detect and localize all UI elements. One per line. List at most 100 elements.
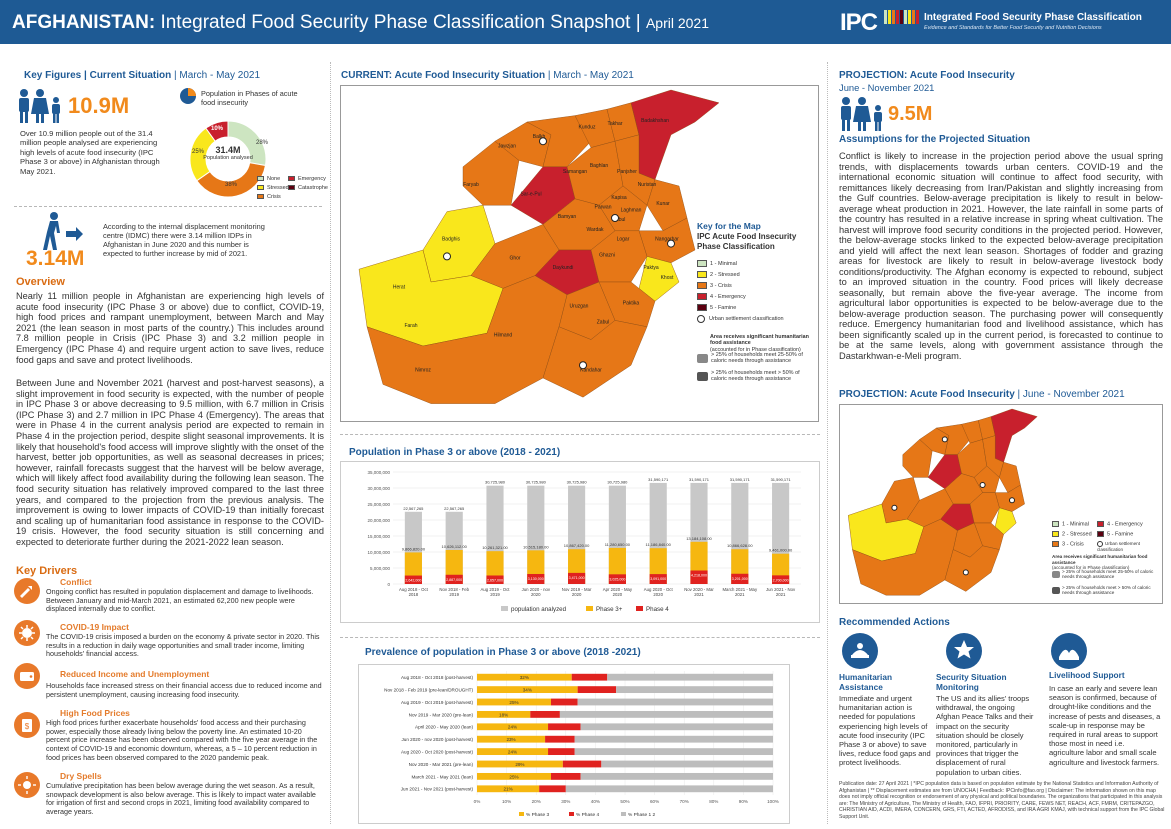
logo-text: IPC xyxy=(840,9,878,36)
donut-legend-none: None xyxy=(257,176,280,182)
map-province-label: Panjsher xyxy=(617,169,637,175)
prev-category-label: Nov 2020 - Mar 2021 (pre-lean) xyxy=(409,762,474,767)
food-aid-icon xyxy=(842,633,878,669)
proj-legend-phase1: 1 - Minimal xyxy=(1052,521,1089,527)
prev-bar-segment xyxy=(580,772,773,780)
prevalence-chart-heading: Prevalence of population in Phase 3 or a… xyxy=(365,647,641,658)
bar-phase4 xyxy=(731,573,749,584)
bar-label-phase3: 9,461,000.00 xyxy=(769,548,793,553)
donut-legend-emergency: Emergency xyxy=(288,176,326,182)
bar-label-phase4: 3,025,000 xyxy=(609,577,625,581)
driver-text-prices: High food prices further exacerbate hous… xyxy=(46,718,318,762)
key-figure-number: 10.9M xyxy=(68,93,130,118)
map-province-area xyxy=(944,545,1000,592)
map-legend-phase1: 1 - Minimal xyxy=(697,260,737,267)
proj-assist-2: > 25% of households meet > 50% of calori… xyxy=(1052,585,1160,595)
prev-bar-label: 24% xyxy=(508,725,517,730)
bar-chart-ytick: 0 xyxy=(387,582,390,587)
prev-bar-segment xyxy=(545,735,575,743)
prev-xtick: 0% xyxy=(474,799,481,804)
map-province-label: Samangan xyxy=(563,169,587,175)
map-assist-2: > 25% of households meet > 50% of calori… xyxy=(697,370,819,382)
bar-label-phase4: 3,130,000 xyxy=(528,577,544,581)
prev-bar-segment xyxy=(574,735,773,743)
prev-xtick: 100% xyxy=(767,799,779,804)
prev-category-label: Aug 2020 - Oct 2020 (post-harvest) xyxy=(401,750,473,755)
projection-map-heading: PROJECTION: Acute Food Insecurity | June… xyxy=(839,389,1125,400)
prev-xtick: 30% xyxy=(561,799,570,804)
bar-chart-ytick: 10,000,000 xyxy=(367,550,390,555)
map-assist-1: > 25% of households meet 25-50% of calor… xyxy=(697,352,819,364)
map-province-label: Badghis xyxy=(442,236,461,242)
prevalence-chart-frame: 0% 10% 20% 30% 40% 50% 60% 70% 80% 90% 100% 32% Aug … xyxy=(358,664,790,824)
prev-bar-segment xyxy=(477,760,563,768)
prev-category-label: Jun 2021 - Nov 2021 (post-harvest) xyxy=(401,787,474,792)
bar-label-phase4: 3,091,000 xyxy=(650,577,666,581)
title-date: April 2021 xyxy=(645,15,709,31)
prev-xtick: 10% xyxy=(502,799,511,804)
bar-label-phase4: 2,642,000 xyxy=(405,579,421,583)
projection-number: 9.5M xyxy=(888,103,933,125)
bar-label-phase3: 9,866,820.00 xyxy=(402,546,426,551)
map-assist-title: Area receives significant humanitarian f… xyxy=(710,334,809,353)
prev-xtick: 90% xyxy=(739,799,748,804)
driver-title-prices: High Food Prices xyxy=(60,708,130,718)
prev-bar-label: 18% xyxy=(499,712,508,717)
divider xyxy=(14,206,322,207)
bar-label-population: 31,590,171 xyxy=(730,477,751,482)
recommended-heading: Recommended Actions xyxy=(839,617,950,628)
bar-phase4 xyxy=(527,573,545,584)
map-province-label: Kabul xyxy=(613,217,626,223)
bar-category-label: 2020 xyxy=(653,592,663,597)
map-province-area xyxy=(994,507,1017,535)
svg-text:$: $ xyxy=(25,722,30,731)
urban-settlement-marker xyxy=(579,361,587,370)
bar-chart-frame: 0 5,000,000 10,000,000 15,000,000 20,000,000… xyxy=(340,461,820,623)
projection-afghanistan-map xyxy=(840,405,1162,603)
sun-icon xyxy=(14,772,40,798)
prev-legend-label: % Phase 4 xyxy=(576,812,600,818)
rec-title-humanitarian: Humanitarian Assistance xyxy=(839,672,893,692)
prevalence-stacked-chart: 0% 10% 20% 30% 40% 50% 60% 70% 80% 90% 100% 32% Aug … xyxy=(384,671,779,818)
rec-title-livelihood: Livelihood Support xyxy=(1049,670,1125,680)
prev-bar-segment xyxy=(477,723,549,731)
pie-icon xyxy=(180,88,196,104)
prev-bar-segment xyxy=(580,723,773,731)
map-key-title: Key for the Map xyxy=(697,221,761,231)
map-province-area xyxy=(542,320,648,398)
bar-phase4 xyxy=(649,574,667,584)
driver-text-dry-spells: Cumulative precipitation has been below … xyxy=(46,781,316,817)
family-icon xyxy=(841,97,882,131)
bar-phase4 xyxy=(445,574,463,584)
prev-bar-label: 29% xyxy=(515,762,524,767)
urban-settlement-marker xyxy=(891,504,898,511)
population-bar-chart: 0 5,000,000 10,000,000 15,000,000 20,000,000… xyxy=(367,470,801,613)
report-title: AFGHANISTAN: Integrated Food Security Ph… xyxy=(12,12,709,34)
urban-settlement-marker xyxy=(667,239,675,248)
bar-category-label: 2020 xyxy=(572,592,582,597)
bar-label-population: 30,725,980 xyxy=(607,480,628,485)
map-province-area xyxy=(638,256,680,302)
bar-label-population: 30,725,980 xyxy=(526,480,547,485)
map-province-label: Farah xyxy=(404,323,417,329)
bar-legend-swatch xyxy=(636,606,643,611)
map-province-label: Zabul xyxy=(597,320,610,326)
prev-bar-label: 25% xyxy=(509,774,518,779)
bar-category-label: 2019 xyxy=(449,592,459,597)
conflict-icon xyxy=(14,578,40,604)
wallet-icon xyxy=(14,663,40,689)
displaced-person-icon xyxy=(43,212,83,250)
proj-legend-urban: Urban settlement classification xyxy=(1097,541,1140,552)
prev-bar-segment xyxy=(607,673,773,681)
prev-bar-segment xyxy=(539,785,566,793)
donut-label-p1: 28% xyxy=(256,140,269,146)
bar-chart-ytick: 5,000,000 xyxy=(370,566,391,571)
rec-title-security: Security Situation Monitoring xyxy=(936,672,1007,692)
bar-category-label: Aug 2019 - Oct xyxy=(481,587,511,592)
map-province-area xyxy=(366,275,568,404)
donut-center-label: Population analysed xyxy=(203,155,253,161)
prev-bar-segment xyxy=(477,686,578,694)
donut-label-p4: 10% xyxy=(211,126,224,132)
prev-bar-segment xyxy=(530,710,560,718)
population-donut-chart xyxy=(189,120,267,198)
